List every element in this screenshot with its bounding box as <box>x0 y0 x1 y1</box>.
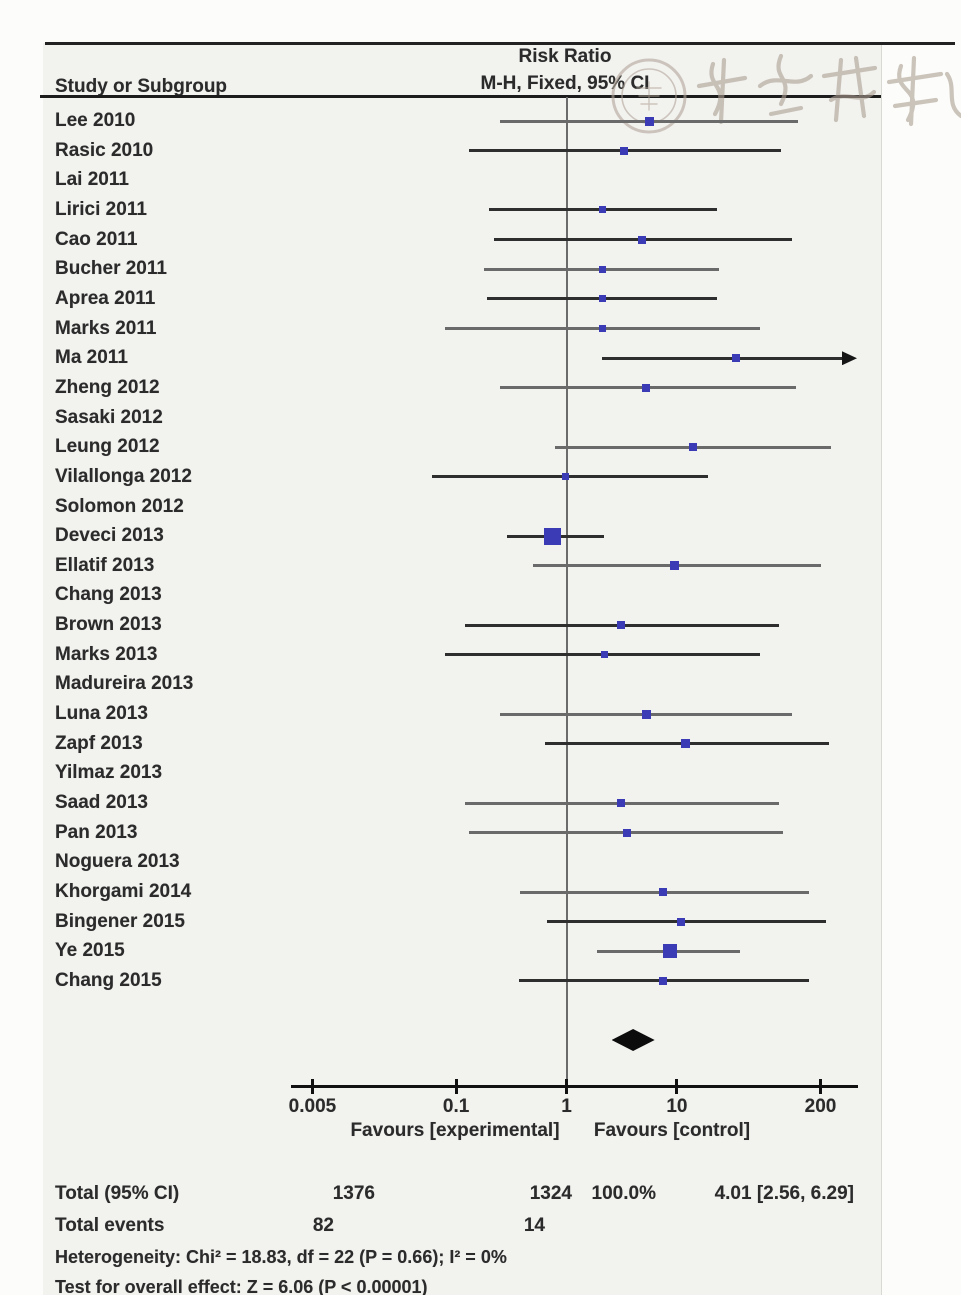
study-label: Pan 2013 <box>55 821 138 843</box>
study-label: Zapf 2013 <box>55 732 143 754</box>
effect-marker <box>616 621 625 630</box>
watermark-calligraphy <box>696 53 961 127</box>
x-axis-line <box>291 1085 858 1088</box>
overall-effect-text: Test for overall effect: Z = 6.06 (P < 0… <box>55 1277 428 1295</box>
study-label: Brown 2013 <box>55 614 162 636</box>
study-label: Madureira 2013 <box>55 673 194 695</box>
effect-marker <box>561 473 569 481</box>
top-rule <box>45 42 955 45</box>
study-label: Cao 2011 <box>55 228 138 250</box>
total-events-control: 14 <box>523 1215 545 1236</box>
effect-marker <box>659 976 668 985</box>
ci-line <box>547 920 827 924</box>
study-label: Luna 2013 <box>55 703 148 725</box>
overall-diamond <box>611 1029 655 1051</box>
effect-marker <box>616 799 625 808</box>
study-label: Marks 2011 <box>55 317 157 339</box>
total-events-experimental: 82 <box>312 1215 334 1236</box>
study-label: Bingener 2015 <box>55 910 185 932</box>
total-weight: 100.0% <box>591 1183 656 1204</box>
effect-marker <box>681 739 691 749</box>
x-axis-tick-label: 10 <box>666 1096 688 1117</box>
x-axis-tick <box>675 1079 679 1094</box>
effect-marker <box>637 235 646 244</box>
effect-marker <box>641 709 651 719</box>
effect-marker <box>644 116 654 126</box>
effect-marker <box>619 146 628 155</box>
x-axis-tick-label: 200 <box>804 1096 837 1117</box>
effect-marker <box>544 527 562 545</box>
study-label: Ye 2015 <box>55 940 125 962</box>
x-axis-tick <box>454 1079 458 1094</box>
x-axis-tick-label: 0.005 <box>288 1096 337 1117</box>
favours-right-label: Favours [control] <box>593 1120 751 1141</box>
effect-marker <box>669 561 679 571</box>
x-axis-tick-label: 0.1 <box>442 1096 470 1117</box>
effect-marker <box>642 383 651 392</box>
column-header-effect-line2: M-H, Fixed, 95% CI <box>480 73 650 94</box>
total-estimate: 4.01 [2.56, 6.29] <box>714 1183 854 1204</box>
total-events-label: Total events <box>55 1215 165 1236</box>
heterogeneity-text: Heterogeneity: Chi² = 18.83, df = 22 (P … <box>55 1247 507 1267</box>
effect-marker <box>677 917 686 926</box>
x-axis-tick <box>819 1079 823 1094</box>
column-header-study: Study or Subgroup <box>55 76 228 97</box>
no-effect-line <box>565 97 568 1088</box>
study-label: Zheng 2012 <box>55 376 160 398</box>
study-label: Marks 2013 <box>55 643 158 665</box>
effect-marker <box>662 944 677 959</box>
effect-marker <box>659 888 668 897</box>
study-label: Deveci 2013 <box>55 525 164 547</box>
x-axis-tick <box>310 1079 314 1094</box>
x-axis-tick-label: 1 <box>561 1096 572 1117</box>
watermark-graphic <box>611 53 961 134</box>
effect-marker <box>732 354 741 363</box>
effect-marker <box>598 325 606 333</box>
ci-line <box>431 475 708 479</box>
effect-marker <box>598 295 606 303</box>
total-row-label: Total (95% CI) <box>55 1183 180 1204</box>
study-label: Solomon 2012 <box>55 495 184 517</box>
total-experimental-n: 1376 <box>332 1183 375 1204</box>
study-label: Sasaki 2012 <box>55 406 163 428</box>
study-label: Lirici 2011 <box>55 198 147 220</box>
study-label: Noguera 2013 <box>55 851 180 873</box>
watermark <box>595 30 961 150</box>
effect-marker <box>598 265 606 273</box>
effect-marker <box>598 206 606 214</box>
study-label: Ma 2011 <box>55 347 128 369</box>
study-label: Bucher 2011 <box>55 258 167 280</box>
favours-left-label: Favours [experimental] <box>350 1120 560 1141</box>
study-label: Lai 2011 <box>55 169 129 191</box>
study-label: Chang 2013 <box>55 584 162 606</box>
study-label: Ellatif 2013 <box>55 554 155 576</box>
study-label: Aprea 2011 <box>55 287 156 309</box>
ci-line <box>602 356 842 360</box>
effect-marker <box>600 651 608 659</box>
x-axis-tick <box>565 1079 568 1094</box>
study-label: Saad 2013 <box>55 792 148 814</box>
study-label: Lee 2010 <box>55 110 136 131</box>
study-label: Vilallonga 2012 <box>55 465 192 487</box>
study-label: Yilmaz 2013 <box>55 762 163 784</box>
study-label: Khorgami 2014 <box>55 881 192 903</box>
column-header-effect-line1: Risk Ratio <box>518 46 612 67</box>
study-label: Leung 2012 <box>55 436 160 458</box>
effect-marker <box>689 443 698 452</box>
total-control-n: 1324 <box>529 1183 572 1204</box>
study-label: Chang 2015 <box>55 969 162 991</box>
study-label: Rasic 2010 <box>55 139 154 161</box>
effect-marker <box>622 828 631 837</box>
header-underline <box>40 95 881 98</box>
